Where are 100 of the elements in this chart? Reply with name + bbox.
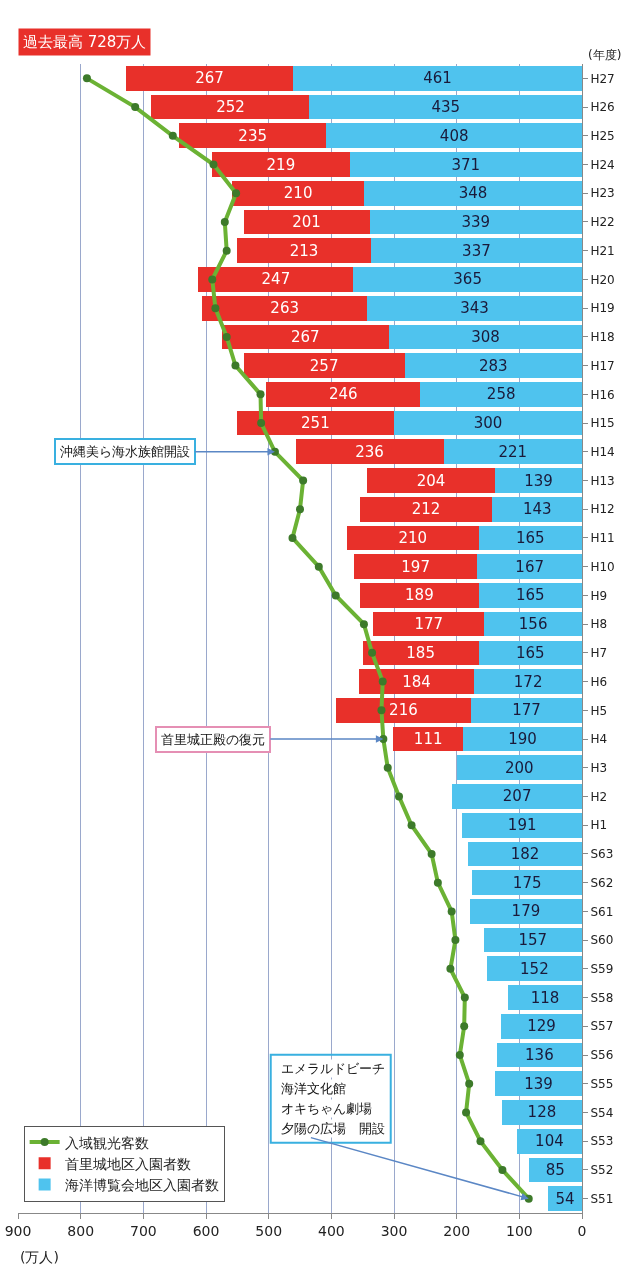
y-tick-label: H27: [590, 71, 615, 86]
bar: [347, 525, 479, 551]
y-tick-label: H26: [590, 100, 615, 115]
bar: [484, 611, 582, 637]
data-label: 247: [261, 270, 291, 289]
annotation: オキちゃん劇場: [281, 1101, 372, 1116]
y-tick-label: H2: [590, 789, 608, 804]
data-label: 190: [508, 730, 537, 749]
bar: [151, 94, 310, 120]
bar: [353, 267, 582, 292]
y-tick-label: H19: [590, 301, 615, 316]
data-label: 172: [513, 672, 543, 691]
data-label: 191: [507, 816, 537, 835]
legend-label: 首里城地区入園者数: [64, 1155, 191, 1172]
data-label: 182: [510, 844, 540, 863]
data-label: 156: [518, 615, 548, 634]
y-tick-label: S60: [590, 933, 614, 948]
data-label: 143: [522, 500, 552, 519]
legend-label: 海洋博覧会地区入園者数: [64, 1176, 219, 1193]
data-label: 212: [411, 500, 441, 519]
x-tick-label: 200: [443, 1222, 471, 1239]
data-label: 54: [555, 1189, 575, 1208]
data-label: 263: [270, 299, 299, 318]
bar: [358, 669, 475, 694]
bar: [477, 554, 582, 580]
bar: [443, 439, 582, 465]
y-tick-label: H15: [590, 416, 615, 431]
y-tick-label: H4: [590, 732, 608, 747]
data-label: 216: [389, 701, 418, 720]
y-tick-label: H1: [590, 818, 608, 833]
data-label: 152: [520, 959, 549, 978]
annotation: エメラルドビーチ: [281, 1061, 385, 1076]
y-tick-label: H23: [590, 186, 615, 201]
y-tick-label: H21: [590, 243, 615, 258]
data-label: 257: [309, 356, 339, 375]
bar: [501, 1100, 582, 1125]
annotation: 夕陽の広場 開設: [281, 1121, 385, 1136]
y-tick-label: H11: [590, 531, 615, 546]
y-tick-label: H18: [590, 330, 615, 345]
data-label: 213: [289, 241, 319, 260]
bar: [469, 899, 582, 924]
data-label: 185: [406, 643, 435, 662]
annotation: 海洋文化館: [281, 1081, 346, 1096]
x-tick-label: 100: [505, 1222, 533, 1239]
bar: [472, 870, 582, 896]
y-tick-label: S56: [590, 1048, 614, 1063]
x-tick-label: 600: [192, 1222, 220, 1239]
data-label: 235: [238, 126, 268, 145]
bar: [478, 640, 582, 666]
bar: [335, 697, 472, 723]
bar: [501, 1013, 582, 1039]
data-label: 365: [453, 270, 482, 289]
y-tick-label: S54: [590, 1105, 614, 1120]
data-label: 139: [524, 471, 553, 490]
bar: [266, 381, 421, 407]
x-axis-title: (万人): [20, 1249, 59, 1265]
y-tick-label: S63: [590, 847, 614, 862]
y-tick-label: H12: [590, 502, 615, 517]
annotation: 首里城正殿の復元: [161, 732, 265, 747]
data-label: 207: [502, 787, 532, 806]
data-label: 136: [525, 1046, 554, 1065]
bar: [471, 697, 582, 723]
bar: [478, 525, 582, 551]
data-label: 221: [498, 442, 528, 461]
text: 過去最高 728万人: [23, 33, 147, 51]
y-tick-label: H24: [590, 157, 615, 172]
bar: [508, 985, 582, 1010]
data-label: 435: [431, 98, 461, 117]
bar: [367, 295, 582, 321]
data-label: 165: [515, 586, 545, 605]
data-label: 251: [301, 414, 330, 433]
data-label: 157: [518, 931, 548, 950]
data-label: 175: [512, 873, 542, 892]
bar: [420, 381, 582, 407]
y-tick-label: S57: [590, 1019, 614, 1034]
bar: [198, 267, 354, 292]
bar: [363, 180, 582, 206]
bar: [494, 468, 582, 493]
data-label: 210: [398, 528, 428, 547]
data-label: 408: [439, 126, 469, 145]
y-tick-label: H6: [590, 674, 608, 689]
data-label: 252: [216, 98, 245, 117]
data-label: 343: [460, 299, 489, 318]
data-label: 167: [515, 557, 544, 576]
data-label: 210: [283, 184, 313, 203]
y-tick-label: H20: [590, 272, 615, 287]
y-axis-title: (年度): [588, 48, 622, 62]
bar: [456, 755, 582, 781]
data-label: 258: [486, 385, 516, 404]
y-tick-label: S53: [590, 1134, 614, 1149]
data-label: 179: [511, 902, 541, 921]
bar: [125, 66, 294, 91]
y-tick-label: H3: [590, 760, 608, 775]
data-label: 236: [355, 442, 384, 461]
data-label: 200: [505, 758, 534, 777]
data-label: 246: [328, 385, 358, 404]
bar: [295, 439, 444, 465]
data-label: 201: [292, 212, 321, 231]
data-label: 165: [515, 643, 545, 662]
y-tick-label: H9: [590, 588, 608, 603]
